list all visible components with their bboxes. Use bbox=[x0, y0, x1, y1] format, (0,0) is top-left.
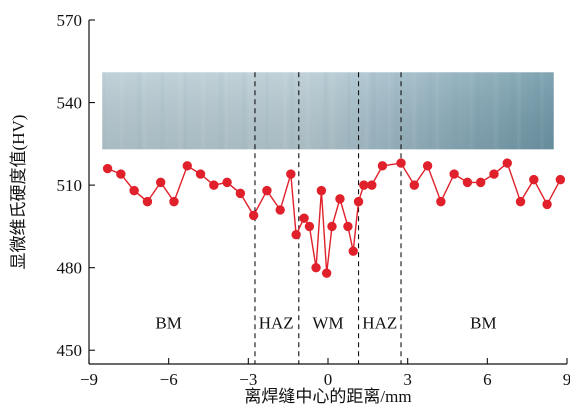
data-point bbox=[196, 170, 204, 178]
data-point bbox=[490, 170, 498, 178]
data-point bbox=[378, 162, 386, 170]
micrograph-texture bbox=[178, 72, 183, 149]
y-tick-label: 480 bbox=[57, 259, 83, 278]
data-point bbox=[543, 200, 551, 208]
data-point bbox=[516, 197, 524, 205]
data-point bbox=[117, 170, 125, 178]
data-point bbox=[170, 197, 178, 205]
x-axis-title: 离焊缝中心的距离/mm bbox=[244, 387, 411, 406]
data-point bbox=[476, 178, 484, 186]
micrograph-texture bbox=[470, 72, 473, 149]
micrograph-texture bbox=[306, 72, 309, 149]
y-tick-label: 510 bbox=[57, 176, 83, 195]
data-point bbox=[223, 178, 231, 186]
data-point bbox=[344, 222, 352, 230]
micrograph-texture bbox=[266, 72, 269, 149]
x-tick-label: −6 bbox=[160, 370, 178, 389]
micrograph-texture bbox=[476, 72, 480, 149]
micrograph-texture bbox=[225, 72, 228, 149]
data-point bbox=[210, 181, 218, 189]
micrograph-texture bbox=[219, 72, 224, 149]
data-point bbox=[276, 206, 284, 214]
data-point bbox=[423, 162, 431, 170]
series-hardness bbox=[103, 159, 564, 277]
micrograph-texture bbox=[388, 72, 391, 149]
micrograph-texture bbox=[242, 72, 246, 149]
data-point bbox=[530, 175, 538, 183]
data-point bbox=[410, 181, 418, 189]
y-tick-label: 570 bbox=[57, 11, 83, 30]
micrograph-texture bbox=[435, 72, 439, 149]
zone-labels: BM HAZ WM HAZ BM bbox=[155, 314, 496, 333]
data-point bbox=[157, 178, 165, 186]
micrograph-band bbox=[102, 72, 553, 149]
data-point bbox=[322, 269, 330, 277]
micrograph-texture bbox=[347, 72, 350, 149]
data-point bbox=[263, 186, 271, 194]
data-point bbox=[450, 170, 458, 178]
micrograph-texture bbox=[137, 72, 142, 149]
y-tick-label: 450 bbox=[57, 341, 83, 360]
micrograph-texture bbox=[143, 72, 146, 149]
data-point bbox=[503, 159, 511, 167]
data-point bbox=[354, 197, 362, 205]
data-point bbox=[143, 197, 151, 205]
data-point bbox=[305, 222, 313, 230]
data-point bbox=[360, 181, 368, 189]
x-tick-label: 6 bbox=[483, 370, 492, 389]
zone-label: HAZ bbox=[362, 314, 397, 333]
x-tick-label: 9 bbox=[563, 370, 570, 389]
micrograph-texture bbox=[248, 72, 253, 149]
data-point bbox=[287, 170, 295, 178]
data-point bbox=[368, 181, 376, 189]
micrograph-shading bbox=[102, 72, 553, 149]
data-point bbox=[556, 175, 564, 183]
micrograph-texture bbox=[511, 72, 514, 149]
zone-label: BM bbox=[470, 314, 496, 333]
micrograph-texture bbox=[120, 72, 124, 149]
series-line bbox=[108, 163, 561, 273]
data-point bbox=[292, 230, 300, 238]
data-point bbox=[183, 162, 191, 170]
zone-label: BM bbox=[155, 314, 181, 333]
y-tick-label: 540 bbox=[57, 94, 83, 113]
data-point bbox=[397, 159, 405, 167]
micrograph-texture bbox=[412, 72, 417, 149]
data-point bbox=[236, 189, 244, 197]
zone-label: WM bbox=[312, 314, 343, 333]
micrograph-texture bbox=[283, 72, 287, 149]
data-point bbox=[328, 222, 336, 230]
micrograph-texture bbox=[184, 72, 187, 149]
data-point bbox=[349, 247, 357, 255]
data-point bbox=[463, 178, 471, 186]
micrograph-texture bbox=[371, 72, 376, 149]
data-point bbox=[317, 186, 325, 194]
y-axis-title: 显微维氏硬度值(HV) bbox=[9, 115, 28, 270]
micrograph-texture bbox=[160, 72, 164, 149]
data-point bbox=[103, 164, 111, 172]
micrograph-texture bbox=[534, 72, 539, 149]
micrograph-texture bbox=[453, 72, 458, 149]
micrograph-texture bbox=[365, 72, 369, 149]
micrograph-texture bbox=[540, 72, 543, 149]
micrograph-texture bbox=[517, 72, 521, 149]
micrograph-texture bbox=[429, 72, 432, 149]
micrograph-texture bbox=[330, 72, 335, 149]
data-point bbox=[437, 197, 445, 205]
micrograph-texture bbox=[102, 72, 105, 149]
micrograph-texture bbox=[493, 72, 498, 149]
micrograph-texture bbox=[324, 72, 328, 149]
data-point bbox=[336, 195, 344, 203]
data-point bbox=[249, 211, 257, 219]
x-tick-label: −9 bbox=[80, 370, 98, 389]
data-point bbox=[312, 263, 320, 271]
micrograph-texture bbox=[201, 72, 205, 149]
micrograph-texture bbox=[394, 72, 398, 149]
data-point bbox=[130, 186, 138, 194]
data-point bbox=[300, 214, 308, 222]
zone-label: HAZ bbox=[259, 314, 294, 333]
micrograph-texture bbox=[289, 72, 294, 149]
